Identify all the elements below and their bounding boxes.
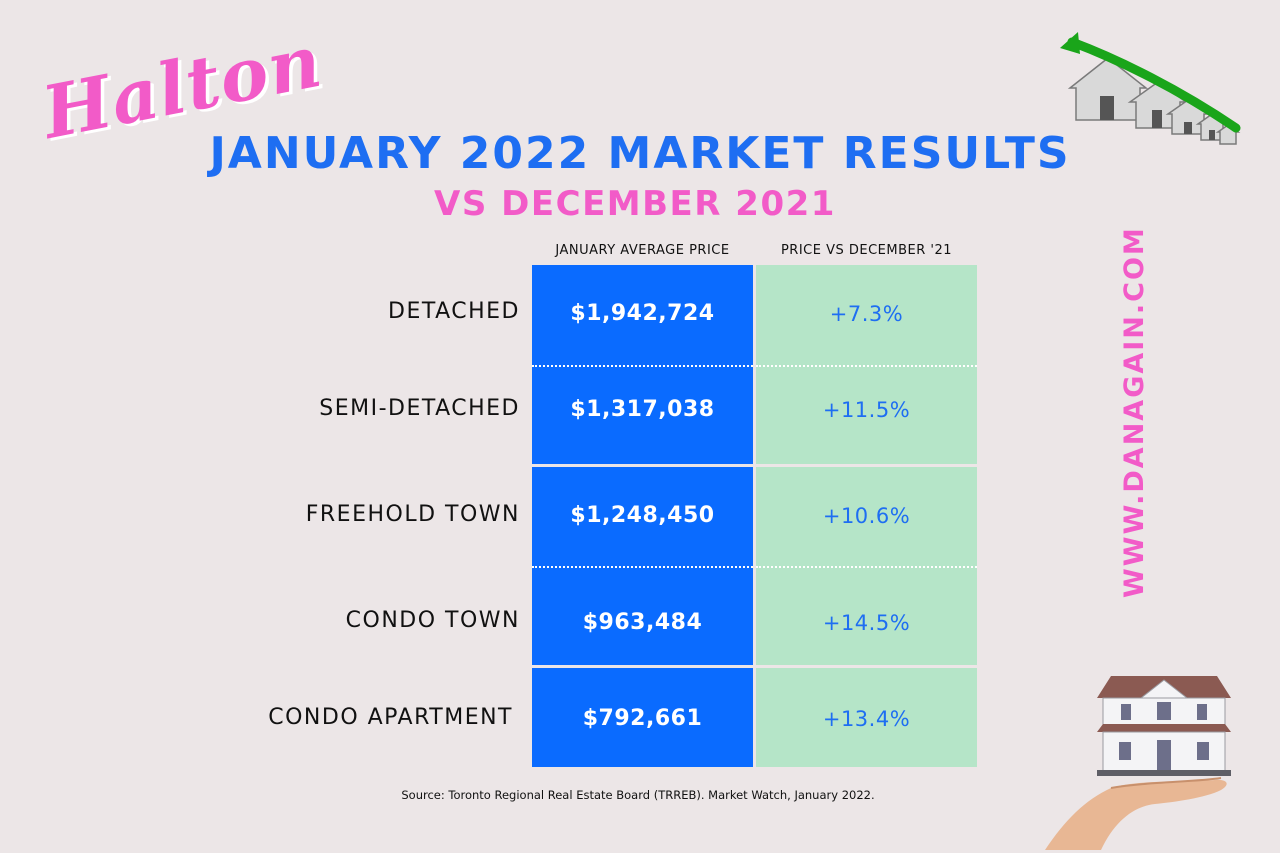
houses-rising-arrow-icon — [1060, 32, 1241, 145]
change-freehold-town: +10.6% — [822, 504, 911, 528]
col-header-price-vs-december: PRICE VS DECEMBER '21 — [780, 243, 953, 258]
price-condo-apartment: $792,661 — [582, 706, 703, 731]
price-detached: $1,942,724 — [570, 301, 715, 326]
price-column — [532, 265, 753, 767]
price-semi-detached: $1,317,038 — [570, 397, 715, 422]
row-label-condo-town: CONDO TOWN — [345, 608, 520, 633]
row-divider — [756, 566, 977, 568]
change-semi-detached: +11.5% — [822, 398, 911, 422]
change-condo-apartment: +13.4% — [822, 707, 911, 731]
group-divider — [532, 464, 977, 467]
hand-holding-house-icon — [1045, 676, 1231, 850]
row-divider — [756, 365, 977, 367]
group-divider — [532, 665, 977, 668]
change-condo-town: +14.5% — [822, 611, 911, 635]
change-column — [756, 265, 977, 767]
row-label-detached: DETACHED — [388, 299, 520, 324]
row-divider — [532, 566, 753, 568]
row-divider — [532, 365, 753, 367]
col-header-january-average-price: JANUARY AVERAGE PRICE — [555, 243, 730, 258]
change-detached: +7.3% — [829, 302, 904, 326]
row-label-semi-detached: SEMI-DETACHED — [319, 396, 520, 421]
row-label-freehold-town: FREEHOLD TOWN — [305, 502, 520, 527]
page-subtitle: VS DECEMBER 2021 — [434, 184, 836, 224]
price-condo-town: $963,484 — [582, 610, 703, 635]
website-url-container: WWW.DANAGAIN.COM — [1119, 226, 1150, 598]
page-title: JANUARY 2022 MARKET RESULTS — [209, 128, 1071, 179]
website-url[interactable]: WWW.DANAGAIN.COM — [1119, 226, 1150, 598]
row-label-condo-apartment: CONDO APARTMENT — [268, 705, 513, 730]
price-freehold-town: $1,248,450 — [570, 503, 715, 528]
source-note: Source: Toronto Regional Real Estate Boa… — [401, 788, 875, 802]
